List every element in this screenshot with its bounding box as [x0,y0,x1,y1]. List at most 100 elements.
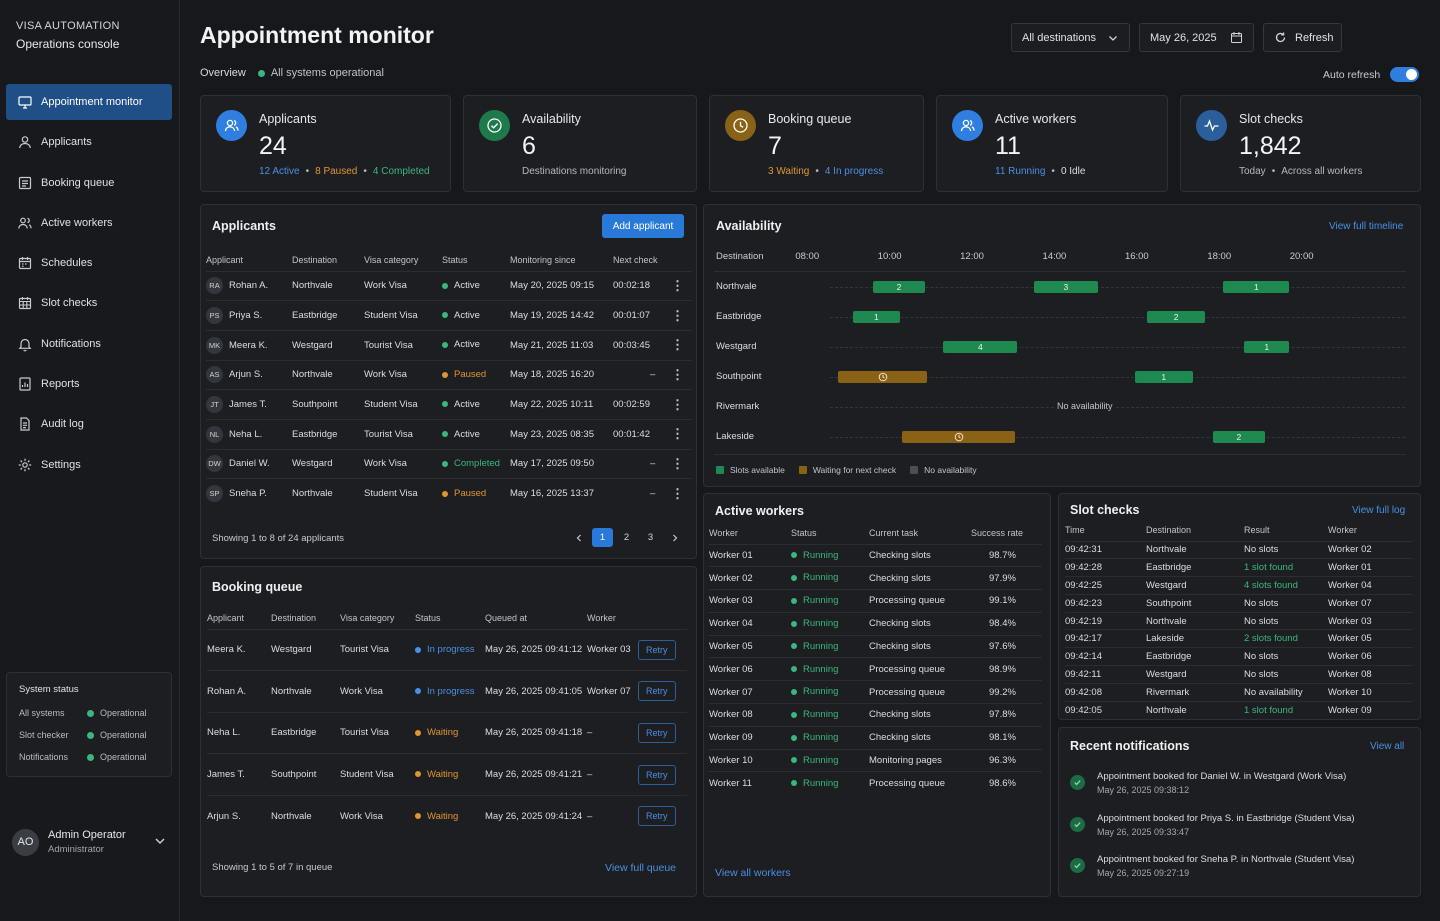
avatar: AO [12,828,39,856]
retry-button[interactable]: Retry [638,722,676,743]
worker-name: Worker 05 [709,634,791,658]
status-text: Running [803,640,839,652]
applicant-name: James T. [229,399,267,411]
worker-name: Worker 01 [709,543,791,567]
refresh-button[interactable]: Refresh [1263,23,1342,52]
more-options-icon[interactable]: ⋮ [663,329,692,361]
page-button[interactable]: 3 [647,532,654,543]
visa-category: Student Visa [364,389,442,420]
availability-block[interactable]: 1 [1223,281,1290,293]
timeline-track [830,407,1405,408]
destination-select-value: All destinations [1022,31,1096,44]
table-row[interactable]: Worker 01 Running Checking slots 98.7% [709,543,1042,567]
table-row[interactable]: NL Neha L. Eastbridge Tourist Visa Active… [206,418,692,450]
retry-button[interactable]: Retry [638,681,676,702]
waiting-block[interactable] [838,371,927,383]
chevron-down-icon[interactable] [153,834,167,848]
table-row[interactable]: DW Daniel W. Westgard Work Visa Completed… [206,448,692,479]
table-row: 09:42:25 Westgard 4 slots found Worker 0… [1065,576,1413,595]
destination-select[interactable]: All destinations [1011,23,1130,52]
status-badge: Running [791,664,838,675]
table-row[interactable]: AS Arjun S. Northvale Work Visa Paused Ma… [206,359,692,390]
next-page-icon[interactable] [664,528,685,547]
retry-button[interactable]: Retry [638,764,676,785]
page-button[interactable]: 1 [592,528,613,547]
sidebar-item-slot-checks[interactable]: Slot checks [6,285,172,321]
availability-block[interactable]: 2 [1213,431,1265,443]
bell-icon [17,336,33,352]
table-row[interactable]: Worker 10 Running Monitoring pages 96.3% [709,748,1042,772]
status-text: Active [454,280,480,292]
table-row[interactable]: Worker 08 Running Checking slots 97.8% [709,703,1042,727]
status-text: Running [803,732,839,744]
more-options-icon[interactable]: ⋮ [663,300,692,331]
sidebar-item-schedules[interactable]: Schedules [6,245,172,281]
table-row[interactable]: Worker 11 Running Processing queue 98.6% [709,771,1042,795]
view-all-notifications-link[interactable]: View all [1370,741,1405,752]
availability-block[interactable]: 2 [1147,311,1205,323]
more-options-icon[interactable]: ⋮ [663,389,692,420]
prev-page-icon[interactable] [568,528,589,547]
retry-button[interactable]: Retry [638,639,676,660]
status-text: Running [803,777,839,789]
more-options-icon[interactable]: ⋮ [663,478,692,509]
status-text: Running [803,709,839,721]
table-row[interactable]: MK Meera K. Westgard Tourist Visa Active … [206,329,692,361]
more-options-icon[interactable]: ⋮ [663,270,692,301]
availability-block[interactable]: 4 [943,341,1018,353]
stat-sub: 12 Active • 8 Paused • 4 Completed [259,166,430,177]
check-time: 09:42:14 [1065,647,1146,666]
status-badge: Active [442,429,480,440]
sidebar-item-appointment-monitor[interactable]: Appointment monitor [6,84,172,120]
view-full-log-link[interactable]: View full log [1352,505,1406,516]
retry-button[interactable]: Retry [638,806,676,827]
page-button[interactable]: 2 [623,532,630,543]
sidebar-item-reports[interactable]: Reports [6,366,172,402]
more-options-icon[interactable]: ⋮ [663,359,692,390]
table-row[interactable]: RA Rohan A. Northvale Work Visa Active Ma… [206,270,692,301]
sidebar-item-active-workers[interactable]: Active workers [6,205,172,241]
view-full-queue-link[interactable]: View full queue [605,862,677,874]
table-row[interactable]: Worker 07 Running Processing queue 99.2% [709,680,1042,704]
table-row[interactable]: SP Sneha P. Northvale Student Visa Paused… [206,478,692,509]
visa-category: Student Visa [364,300,442,331]
date-picker[interactable]: May 26, 2025 [1139,23,1254,52]
sidebar-item-audit-log[interactable]: Audit log [6,406,172,442]
user-profile[interactable]: AO Admin Operator Administrator [12,826,167,858]
add-applicant-button[interactable]: Add applicant [602,214,684,238]
view-full-timeline-link[interactable]: View full timeline [1329,221,1404,232]
success-rate: 98.1% [971,725,1042,750]
table-row[interactable]: Worker 04 Running Checking slots 98.4% [709,611,1042,636]
table-row[interactable]: PS Priya S. Eastbridge Student Visa Activ… [206,300,692,331]
worker-name: Worker 03 [709,589,791,613]
availability-block[interactable]: 1 [1244,341,1290,353]
availability-block[interactable]: 1 [852,311,901,323]
view-all-workers-link[interactable]: View all workers [715,867,791,879]
workers-table: Worker Status Current task Success rate Wor… [709,522,1042,795]
more-options-icon[interactable]: ⋮ [663,448,692,479]
status-text: Active [454,309,480,321]
sidebar-nav: Appointment monitor Applicants Booking que… [6,84,172,487]
table-row[interactable]: Worker 09 Running Checking slots 98.1% [709,725,1042,750]
sidebar-item-settings[interactable]: Settings [6,447,172,483]
queued-at: May 26, 2025 09:41:12 [485,628,587,671]
sidebar-item-booking-queue[interactable]: Booking queue [6,165,172,201]
waiting-block[interactable] [902,431,1016,443]
table-row[interactable]: Worker 03 Running Processing queue 99.1% [709,589,1042,613]
table-row[interactable]: JT James T. Southpoint Student Visa Activ… [206,389,692,420]
availability-block[interactable]: 1 [1134,371,1193,383]
sidebar-item-notifications[interactable]: Notifications [6,326,172,362]
sidebar-item-applicants[interactable]: Applicants [6,124,172,160]
stat-idle: 0 Idle [1060,166,1086,177]
status-text: Running [803,595,839,607]
auto-refresh: Auto refresh [1323,67,1420,82]
auto-refresh-toggle[interactable] [1390,67,1420,82]
status-dot [415,646,421,653]
table-row[interactable]: Worker 06 Running Processing queue 98.9% [709,657,1042,681]
stat-sub: Today • Across all workers [1239,166,1363,177]
availability-block[interactable]: 2 [873,281,925,293]
table-row[interactable]: Worker 02 Running Checking slots 97.9% [709,566,1042,590]
availability-block[interactable]: 3 [1033,281,1098,293]
more-options-icon[interactable]: ⋮ [663,418,692,450]
table-row[interactable]: Worker 05 Running Checking slots 97.6% [709,634,1042,658]
